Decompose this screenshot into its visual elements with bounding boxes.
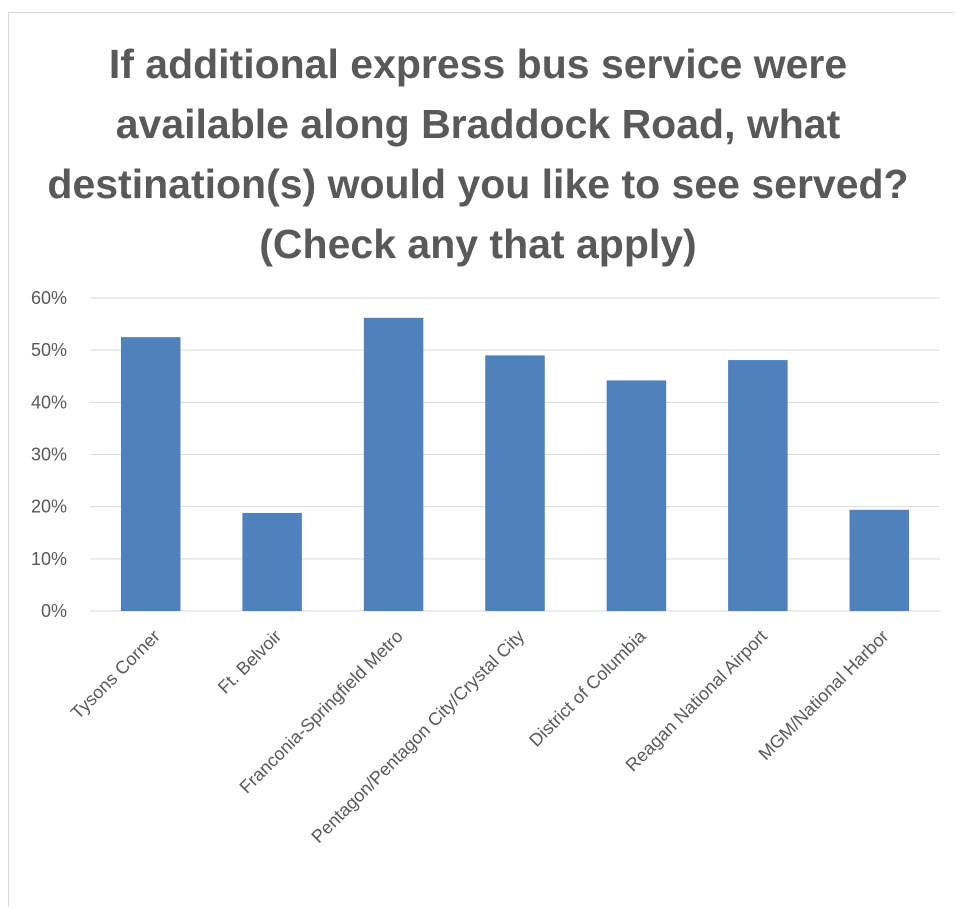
y-tick-label: 40% — [31, 392, 67, 412]
bar — [242, 512, 302, 611]
x-category-label: Tysons Corner — [67, 626, 164, 723]
y-tick-label: 10% — [31, 549, 67, 569]
y-tick-label: 60% — [31, 288, 67, 308]
bar — [849, 509, 910, 611]
chart-frame — [8, 12, 954, 907]
bar — [606, 380, 667, 611]
chart-title: If additional express bus service were a… — [47, 41, 909, 267]
bar — [120, 337, 181, 611]
y-tick-label: 0% — [41, 601, 67, 621]
x-category-label: Reagan National Airport — [622, 626, 771, 775]
bar — [485, 355, 545, 611]
bar — [363, 317, 424, 611]
x-category-label: MGM/National Harbor — [755, 626, 893, 764]
y-axis-tick-labels: 0% 10% 20% 30% 40% 50% 60% — [31, 288, 67, 621]
x-category-label: Ft. Belvoir — [214, 626, 285, 697]
x-category-label: District of Columbia — [525, 625, 650, 750]
y-tick-label: 20% — [31, 497, 67, 517]
y-tick-label: 50% — [31, 340, 67, 360]
x-category-label: Pentagon/Pentagon City/Crystal City — [307, 626, 528, 847]
bar — [728, 360, 788, 611]
y-tick-label: 30% — [31, 445, 67, 465]
x-axis-category-labels: Tysons Corner Ft. BelvoirFranconia-Spring… — [67, 625, 892, 846]
bars — [120, 317, 910, 611]
